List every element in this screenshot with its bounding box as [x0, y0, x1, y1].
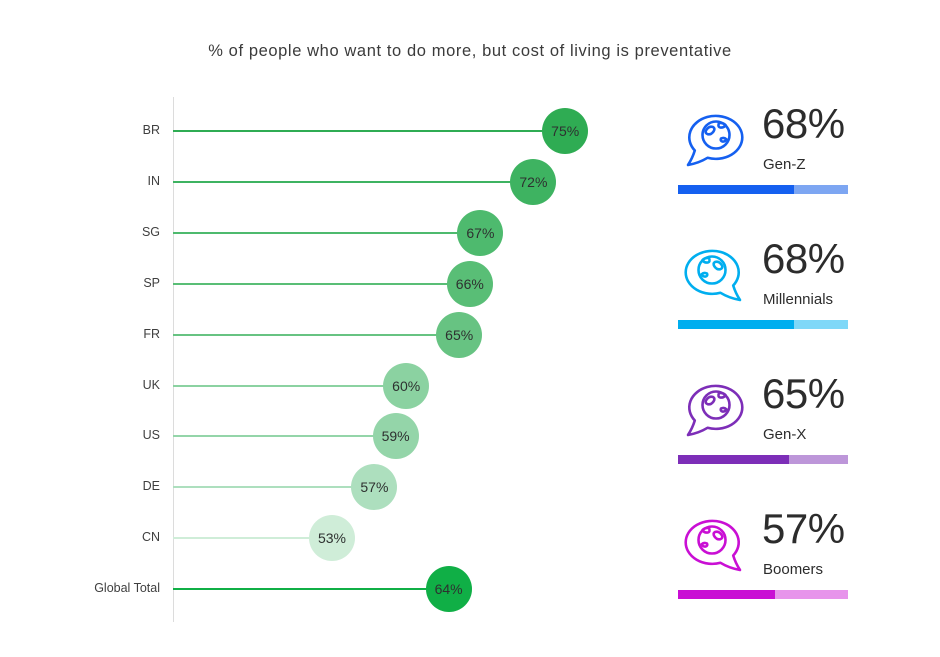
- y-axis-line: [173, 97, 174, 622]
- generation-value: 65%: [762, 370, 845, 417]
- stem-line: [173, 231, 481, 234]
- category-label: IN: [147, 173, 161, 188]
- country-lollipop-chart: BR 75% IN 72% SG 67% SP 66% FR 65% UK 60% US 59% DE 57%…: [94, 97, 653, 627]
- speech-bubble-globe-icon: [686, 384, 744, 437]
- category-label: SG: [141, 224, 160, 239]
- generation-label: Gen-X: [763, 426, 807, 443]
- value-bubble: 64%: [425, 566, 472, 613]
- stem-line: [173, 130, 566, 132]
- generation-label: Gen-Z: [763, 156, 806, 173]
- progress-bar-fill: [678, 185, 794, 194]
- value-bubble: 75%: [542, 108, 589, 154]
- category-label: SP: [143, 275, 160, 290]
- generation-value: 68%: [762, 235, 845, 282]
- chart-title: % of people who want to do more, but cos…: [208, 42, 732, 60]
- stem-line: [173, 537, 332, 540]
- progress-bar-track: [678, 320, 848, 329]
- progress-bar-fill: [678, 590, 775, 599]
- stem-line: [173, 180, 534, 183]
- value-bubble: 57%: [351, 464, 398, 511]
- generation-value: 68%: [762, 100, 845, 147]
- value-bubble: 65%: [436, 311, 483, 358]
- value-bubble: 60%: [383, 362, 430, 409]
- generation-value: 57%: [762, 505, 845, 552]
- generation-panel: 68% Gen-Z 68% Millennials 65% Gen-X 57% Boomers: [678, 100, 850, 615]
- progress-bar-track: [678, 590, 848, 599]
- category-label: FR: [143, 326, 160, 341]
- category-label: BR: [142, 123, 160, 137]
- category-label: DE: [142, 479, 160, 494]
- value-bubble: 59%: [372, 413, 419, 460]
- value-bubble: 67%: [457, 209, 504, 256]
- speech-bubble-globe-icon: [684, 249, 742, 302]
- generation-item: 68% Gen-Z: [678, 100, 850, 205]
- category-label: UK: [142, 377, 160, 392]
- category-label: Global Total: [94, 581, 160, 596]
- stem-line: [173, 486, 375, 489]
- stem-line: [173, 588, 449, 591]
- progress-bar-track: [678, 185, 848, 194]
- speech-bubble-globe-icon: [684, 519, 742, 572]
- stem-line: [173, 333, 460, 336]
- value-bubble: 72%: [510, 158, 557, 205]
- generation-item: 68% Millennials: [678, 235, 850, 340]
- value-bubble: 66%: [446, 260, 493, 307]
- progress-bar-track: [678, 455, 848, 464]
- stem-line: [173, 384, 407, 387]
- progress-bar-fill: [678, 455, 789, 464]
- generation-label: Millennials: [763, 291, 834, 308]
- stem-line: [173, 282, 470, 285]
- generation-item: 57% Boomers: [678, 505, 850, 610]
- value-bubble: 53%: [309, 515, 355, 562]
- speech-bubble-globe-icon: [686, 114, 744, 167]
- category-label: US: [142, 428, 160, 443]
- stem-line: [173, 435, 396, 438]
- generation-label: Boomers: [763, 561, 824, 578]
- category-label: CN: [141, 530, 160, 545]
- generation-item: 65% Gen-X: [678, 370, 850, 475]
- progress-bar-fill: [678, 320, 794, 329]
